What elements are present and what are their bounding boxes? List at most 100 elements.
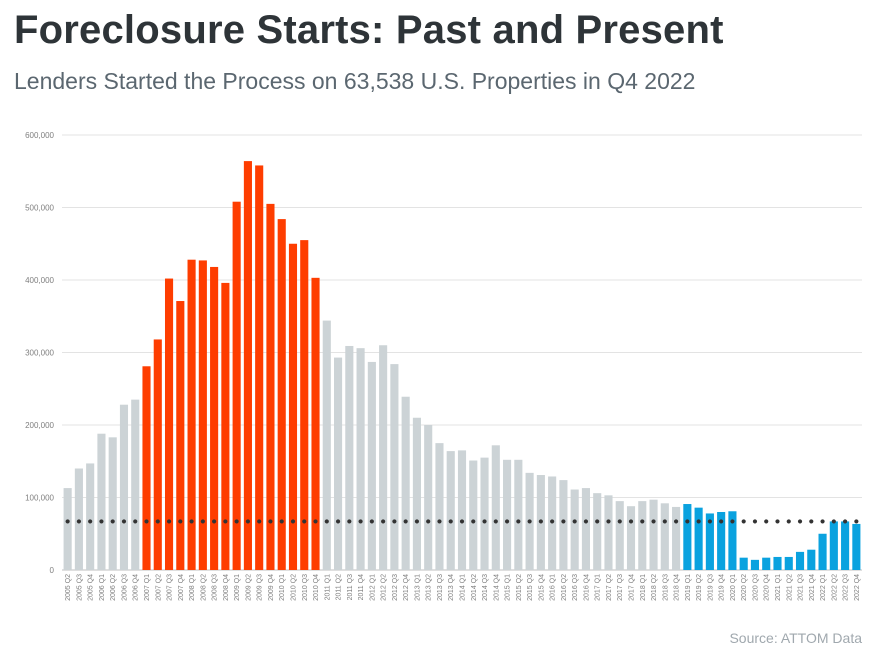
x-tick-label: 2007 Q4	[178, 574, 185, 601]
bar	[559, 480, 568, 570]
reference-dot	[279, 519, 284, 524]
reference-dot	[504, 519, 510, 524]
bar	[277, 219, 286, 570]
reference-dot	[730, 519, 735, 524]
reference-dot	[178, 519, 183, 524]
reference-dot	[696, 519, 701, 524]
reference-dot	[110, 519, 115, 524]
bar	[705, 513, 714, 570]
x-tick-label: 2012 Q2	[381, 574, 388, 601]
x-tick-label: 2009 Q1	[234, 574, 241, 601]
reference-dot	[223, 519, 228, 524]
reference-dot	[775, 519, 780, 524]
x-tick-label: 2016 Q2	[561, 574, 568, 601]
x-tick-label: 2006 Q3	[121, 574, 128, 601]
reference-dot	[369, 519, 374, 524]
bar	[683, 504, 692, 570]
x-tick-label: 2016 Q1	[550, 574, 557, 601]
x-tick-label: 2013 Q4	[448, 574, 455, 601]
bar	[288, 243, 298, 570]
bar	[142, 366, 151, 570]
bar	[604, 495, 613, 570]
x-tick-label: 2009 Q3	[257, 574, 264, 601]
bar	[86, 463, 95, 570]
reference-line	[65, 519, 859, 524]
x-tick-label: 2005 Q4	[88, 574, 95, 601]
x-tick-label: 2015 Q1	[505, 574, 512, 601]
bar	[469, 460, 478, 570]
reference-dot	[121, 519, 127, 524]
x-tick-label: 2021 Q1	[775, 574, 782, 601]
reference-dot	[335, 519, 341, 524]
bar	[694, 507, 703, 570]
reference-dot	[347, 519, 352, 524]
bar	[514, 459, 523, 570]
bar	[412, 417, 421, 570]
bar	[852, 523, 861, 570]
bar	[807, 549, 816, 570]
bar	[379, 345, 388, 570]
reference-dot	[583, 519, 589, 524]
reference-dot	[290, 519, 296, 524]
reference-dot	[493, 519, 498, 524]
bar	[638, 501, 647, 570]
x-tick-label: 2006 Q2	[110, 574, 117, 601]
y-tick-label: 500,000	[25, 204, 54, 213]
bar	[401, 396, 410, 570]
x-tick-label: 2005 Q2	[65, 574, 72, 601]
x-tick-label: 2006 Q4	[133, 574, 140, 601]
reference-dot	[842, 519, 848, 524]
x-tick-label: 2016 Q3	[572, 574, 579, 601]
bar	[480, 457, 489, 570]
bar	[491, 445, 500, 570]
x-tick-label: 2022 Q2	[831, 574, 838, 601]
bar	[266, 203, 275, 570]
x-tick-label: 2010 Q1	[279, 574, 286, 601]
reference-dot	[144, 519, 149, 524]
bar	[153, 339, 162, 570]
x-tick-label: 2014 Q3	[482, 574, 489, 601]
x-tick-label: 2015 Q2	[516, 574, 523, 601]
reference-dot	[651, 519, 656, 524]
bar	[435, 443, 444, 570]
bar	[795, 551, 805, 570]
x-tick-label: 2007 Q1	[144, 574, 151, 601]
reference-dot	[302, 519, 307, 524]
x-tick-label: 2009 Q2	[245, 574, 252, 601]
y-axis: 0 100,000 200,000 300,000 400,000 500,000 600,…	[25, 131, 54, 575]
reference-dot	[403, 519, 408, 524]
reference-dot	[392, 519, 397, 524]
reference-dot	[561, 519, 566, 524]
bar	[750, 559, 760, 570]
reference-dot	[448, 519, 453, 524]
source-note: Source: ATTOM Data	[729, 630, 862, 646]
reference-dot	[65, 519, 70, 524]
bar	[131, 399, 140, 570]
x-tick-label: 2022 Q3	[843, 574, 850, 601]
reference-dot	[809, 519, 814, 524]
x-tick-label: 2018 Q4	[674, 574, 681, 601]
reference-dot	[313, 519, 318, 524]
x-axis: 2005 Q2 2005 Q3 2005 Q4 2006 Q1 2006 Q2 2006 …	[65, 574, 861, 601]
reference-dot	[88, 519, 93, 524]
reference-dot	[482, 519, 487, 524]
bar	[457, 450, 467, 570]
reference-dot	[662, 519, 667, 524]
x-tick-label: 2018 Q1	[640, 574, 647, 601]
x-tick-label: 2008 Q4	[223, 574, 230, 601]
reference-dot	[538, 519, 543, 524]
reference-dot	[437, 519, 442, 524]
x-tick-label: 2015 Q4	[538, 574, 545, 601]
x-tick-label: 2012 Q4	[403, 574, 410, 601]
reference-dot	[606, 519, 611, 524]
reference-dot	[212, 519, 217, 524]
x-tick-label: 2013 Q1	[414, 574, 421, 601]
x-tick-label: 2014 Q2	[471, 574, 478, 601]
bar	[176, 301, 185, 570]
bar	[255, 165, 264, 570]
bar	[841, 521, 850, 570]
reference-dot	[719, 519, 724, 524]
x-tick-label: 2014 Q1	[460, 574, 467, 601]
x-tick-label: 2011 Q3	[347, 574, 354, 600]
reference-dot	[471, 519, 476, 524]
